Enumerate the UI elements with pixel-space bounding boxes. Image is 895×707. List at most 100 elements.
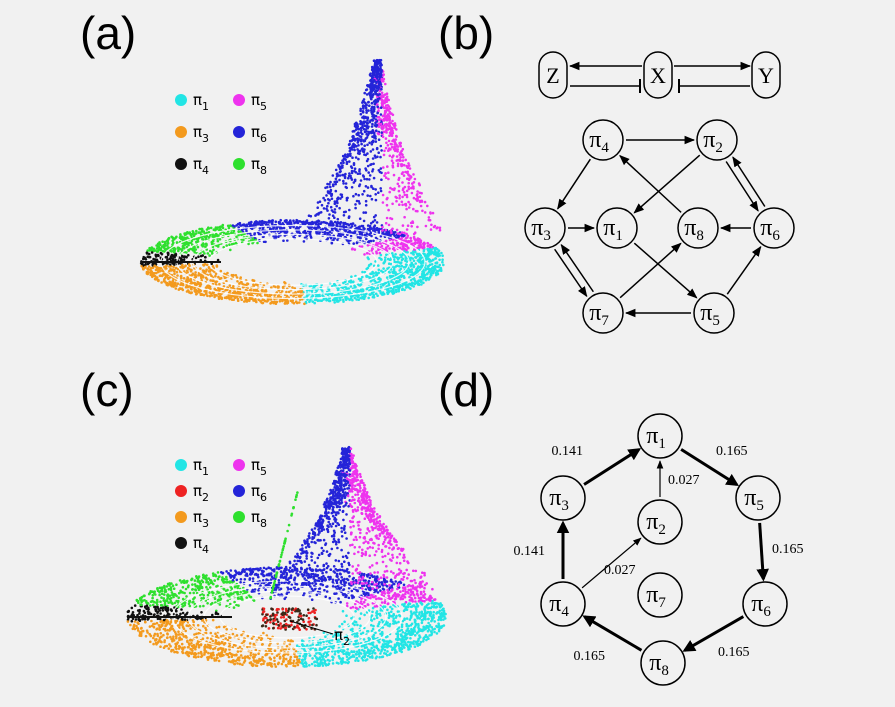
legend-a-label-pi1: π1	[193, 91, 209, 113]
legend-c-swatch-pi3	[175, 511, 187, 523]
gene-node-label-y: Y	[758, 63, 774, 88]
graph-b-node-label-2: π2	[703, 127, 723, 156]
graph-b-edge-4	[732, 156, 766, 207]
graph-b-node-label-8: π8	[684, 215, 704, 244]
transition-graph-d: π1 π3 π5 π2 π4 π7 π6 π8 0.141 0.165 0.027 0.141 0.02…	[514, 413, 804, 686]
legend-a-swatch-pi3	[175, 126, 187, 138]
graph-d-edge-weight-6: 0.165	[718, 645, 750, 660]
gene-node-label-z: Z	[546, 63, 559, 88]
graph-b-edge-2	[633, 154, 701, 214]
legend-c-label-pi5: π5	[251, 456, 267, 478]
legend-c-label-pi6: π6	[251, 482, 267, 504]
gene-node-x	[643, 51, 673, 99]
graph-b-edge-13	[726, 245, 762, 295]
graph-b-edge-8	[554, 248, 588, 298]
legend-a-swatch-pi4	[175, 158, 187, 170]
legend-c-label-pi2: π2	[193, 482, 209, 504]
legend-a-label-pi3: π3	[193, 123, 209, 145]
graph-d-edge-weight-1: 0.165	[716, 444, 748, 459]
transition-graph-b: π4 π2 π3 π1 π8 π6 π7 π5	[524, 119, 795, 334]
graph-b-node-label-6: π6	[760, 215, 780, 244]
graph-b-node-label-5: π5	[700, 300, 720, 329]
graph-d-node-label-5: π5	[744, 485, 764, 514]
graph-d-edge-7	[582, 615, 643, 652]
legend-c-label-pi1: π1	[193, 456, 209, 478]
graph-b-node-4	[582, 119, 624, 161]
graph-b-node-3	[524, 207, 566, 249]
graph-b-node-5	[693, 292, 735, 334]
graph-d-node-1	[637, 413, 683, 459]
legend-a-label-pi4: π4	[193, 155, 209, 177]
graph-d-node-label-3: π3	[549, 485, 569, 514]
legend-c-swatch-pi2	[175, 485, 187, 497]
graph-d-node-6	[742, 581, 788, 627]
graph-d-edge-5	[756, 522, 769, 582]
graph-b-node-label-7: π7	[589, 300, 609, 329]
graph-d-edge-weight-7: 0.165	[574, 649, 606, 664]
legend-c-swatch-pi6	[233, 485, 245, 497]
legend-c-label-pi8: π8	[251, 508, 267, 530]
graph-b-node-6	[753, 207, 795, 249]
legend-c-swatch-pi5	[233, 459, 245, 471]
legend-c-swatch-pi1	[175, 459, 187, 471]
graph-d-edge-weight-0: 0.141	[552, 444, 584, 459]
graph-b-node-7	[582, 292, 624, 334]
attractor-plot-c	[126, 445, 447, 668]
graph-d-node-label-4: π4	[549, 591, 569, 620]
graph-d-edge-0	[583, 448, 642, 486]
legend-a-label-pi6: π6	[251, 123, 267, 145]
graph-d-node-label-8: π8	[649, 650, 669, 679]
graph-b-node-2	[696, 119, 738, 161]
graph-b-node-label-1: π1	[603, 215, 623, 244]
graph-d-edge-weight-3: 0.141	[514, 544, 546, 559]
graph-d-edge-weight-4: 0.027	[604, 563, 636, 578]
graph-b-node-label-3: π3	[531, 215, 551, 244]
gene-node-z	[538, 51, 568, 99]
panel-label-c: (c)	[80, 364, 134, 416]
panel-label-d: (d)	[438, 364, 495, 416]
graph-d-edge-4	[581, 537, 642, 589]
gene-node-y	[751, 51, 781, 99]
annotation-pi2: π2	[289, 620, 350, 648]
graph-d-edge-weight-5: 0.165	[772, 542, 804, 557]
graph-d-edge-6	[682, 615, 745, 652]
graph-d-node-5	[735, 475, 781, 521]
graph-d-node-4	[540, 581, 586, 627]
graph-d-node-label-1: π1	[646, 423, 666, 452]
graph-d-node-2	[637, 499, 683, 545]
legend-a-label-pi5: π5	[251, 91, 267, 113]
attractor-plot-a	[139, 58, 445, 306]
panel-label-a: (a)	[80, 7, 137, 59]
graph-b-edge-3	[725, 161, 759, 212]
graph-b-node-label-4: π4	[589, 127, 609, 156]
graph-d-node-label-7: π7	[646, 582, 666, 611]
legend-a-swatch-pi8	[233, 158, 245, 170]
legend-a-label-pi8: π8	[251, 155, 267, 177]
graph-b-edge-10	[619, 242, 682, 299]
legend-c: π1 π5 π2 π6 π3 π8 π4	[175, 456, 267, 556]
panel-label-b: (b)	[438, 7, 495, 59]
graph-b-edge-9	[560, 243, 594, 293]
graph-d-node-label-6: π6	[751, 591, 771, 620]
graph-b-edge-5	[619, 154, 682, 213]
graph-d-edge-weight-2: 0.027	[668, 473, 700, 488]
legend-a-swatch-pi1	[175, 94, 187, 106]
gene-node-label-x: X	[650, 63, 666, 88]
legend-c-swatch-pi4	[175, 537, 187, 549]
legend-c-label-pi4: π4	[193, 534, 209, 556]
graph-d-node-8	[640, 640, 686, 686]
graph-b-edge-1	[557, 158, 591, 210]
legend-c-label-pi3: π3	[193, 508, 209, 530]
graph-d-node-7	[637, 572, 683, 618]
legend-a-swatch-pi5	[233, 94, 245, 106]
legend-a-swatch-pi6	[233, 126, 245, 138]
graph-b-edge-11	[633, 242, 698, 299]
graph-b-node-1	[596, 207, 638, 249]
graph-d-node-label-2: π2	[646, 509, 666, 538]
graph-b-node-8	[677, 207, 719, 249]
legend-c-swatch-pi8	[233, 511, 245, 523]
graph-d-node-3	[540, 475, 586, 521]
